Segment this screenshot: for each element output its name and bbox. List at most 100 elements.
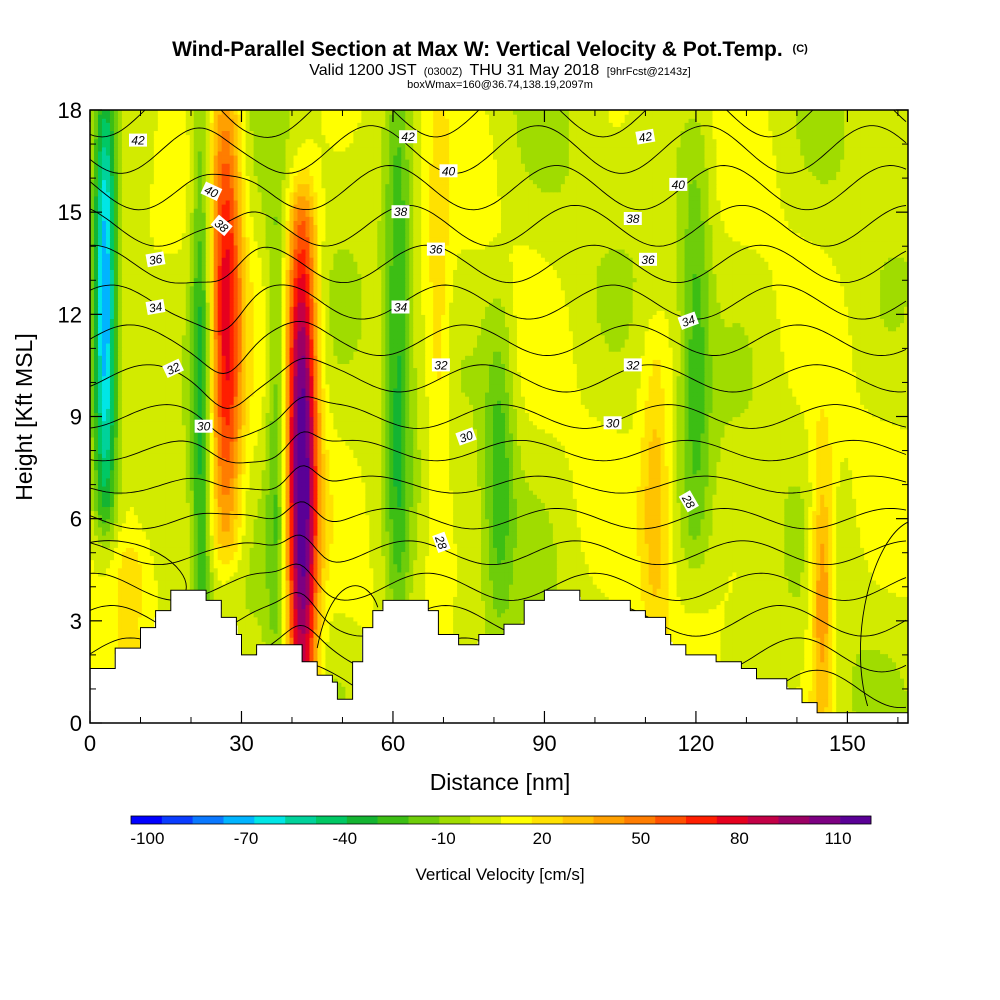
theta-label-text: 38	[394, 205, 408, 219]
theta-contour-line	[90, 110, 907, 138]
theta-contour-line	[90, 563, 907, 601]
chart-title: Wind-Parallel Section at Max W: Vertical…	[172, 38, 808, 61]
colorbar-swatch	[192, 816, 224, 824]
theta-contour-line	[90, 431, 907, 464]
theta-contour-line	[90, 534, 907, 566]
theta-label: 42	[399, 130, 418, 144]
theta-label: 32	[162, 358, 184, 379]
valid-utc: (0300Z)	[424, 66, 463, 78]
colorbar-label: 20	[533, 829, 552, 848]
x-tick-label: 0	[84, 731, 96, 756]
theta-contour-line	[90, 125, 907, 174]
y-tick-label: 12	[58, 302, 82, 327]
theta-label: 38	[391, 205, 410, 219]
theta-label-text: 30	[458, 428, 476, 446]
colorbar-swatch	[655, 816, 687, 824]
theta-label: 30	[194, 419, 213, 434]
colorbar-label: -40	[333, 829, 358, 848]
colorbar-swatch	[408, 816, 440, 824]
theta-label-text: 32	[626, 358, 640, 372]
colorbar-swatch	[161, 816, 193, 824]
theta-label: 40	[669, 177, 688, 192]
theta-label: 42	[635, 128, 656, 145]
colorbar-swatch	[501, 816, 533, 824]
y-axis-title: Height [Kft MSL]	[11, 333, 37, 500]
box-info: boxWmax=160@36.74,138.19,2097m	[407, 79, 593, 91]
colorbar-label: 80	[730, 829, 749, 848]
theta-label-text: 28	[678, 491, 697, 511]
theta-contour-line	[90, 165, 907, 211]
theta-label: 34	[677, 311, 699, 330]
theta-label-text: 34	[148, 299, 164, 315]
y-tick-label: 3	[70, 609, 82, 634]
colorbar-swatch	[809, 816, 841, 824]
theta-label-text: 40	[202, 183, 220, 201]
colorbar-swatch	[686, 816, 718, 824]
colorbar-swatch	[439, 816, 471, 824]
theta-label-text: 30	[606, 416, 620, 430]
x-tick-label: 30	[229, 731, 253, 756]
y-tick-label: 0	[70, 711, 82, 736]
colorbar-swatch	[285, 816, 317, 824]
theta-label-text: 42	[638, 129, 654, 145]
colorbar-frame	[130, 815, 872, 825]
theta-label-text: 36	[641, 253, 655, 267]
colorbar-label: 50	[631, 829, 650, 848]
theta-label-text: 38	[626, 212, 640, 226]
x-axis-title: Distance [nm]	[430, 769, 571, 795]
theta-label-text: 36	[429, 243, 443, 257]
forecast-info: [9hrFcst@2143z]	[607, 66, 691, 78]
chart-title-text: Wind-Parallel Section at Max W: Vertical…	[172, 38, 783, 61]
colorbar: -100 -70 -40 -10 20 50 80 110	[130, 815, 872, 848]
theta-label: 30	[455, 427, 477, 446]
colorbar-label: -10	[431, 829, 456, 848]
vertical-velocity-field	[90, 110, 908, 720]
x-tick-label: 150	[829, 731, 866, 756]
colorbar-label: -70	[234, 829, 259, 848]
valid-date: THU 31 May 2018	[469, 62, 599, 79]
theta-contour-line	[90, 320, 907, 374]
colorbar-swatch	[254, 816, 286, 824]
theta-label: 36	[145, 251, 166, 268]
colorbar-swatch	[131, 816, 163, 824]
colorbar-swatch	[778, 816, 810, 824]
colorbar-title: Vertical Velocity [cm/s]	[415, 865, 584, 884]
theta-label: 40	[439, 164, 458, 178]
theta-contour-line	[90, 396, 907, 439]
valid-time: Valid 1200 JST (0300Z) THU 31 May 2018 […	[309, 62, 690, 79]
theta-label: 32	[623, 358, 642, 372]
theta-contour-line	[90, 501, 907, 530]
theta-label: 34	[145, 299, 166, 316]
colorbar-swatch	[747, 816, 779, 824]
colorbar-label: 110	[825, 829, 852, 848]
theta-label-text: 28	[432, 533, 450, 552]
colorbar-swatch	[840, 816, 872, 824]
theta-contour-line	[90, 244, 907, 284]
theta-label-text: 30	[197, 420, 211, 434]
theta-label-text: 40	[442, 164, 456, 178]
theta-label: 28	[432, 531, 451, 554]
colorbar-label: -100	[130, 829, 164, 848]
theta-label-text: 42	[401, 130, 415, 144]
theta-label: 42	[129, 133, 147, 148]
theta-contour-line	[316, 585, 379, 649]
colorbar-swatch	[562, 816, 594, 824]
theta-contour-line	[90, 540, 187, 591]
theta-label: 38	[210, 214, 233, 237]
x-tick-label: 60	[381, 731, 405, 756]
colorbar-swatch	[624, 816, 656, 824]
theta-label-text: 32	[164, 359, 182, 377]
colorbar-swatch	[316, 816, 348, 824]
colorbar-swatch	[716, 816, 748, 824]
theta-label-text: 34	[680, 312, 698, 330]
theta-label: 36	[426, 242, 445, 257]
theta-label: 38	[623, 212, 642, 226]
theta-label-text: 34	[394, 301, 408, 315]
colorbar-swatch	[531, 816, 563, 824]
terrain-profile	[90, 589, 908, 723]
theta-contour-line	[90, 357, 907, 409]
y-tick-label: 6	[70, 507, 82, 532]
y-tick-label: 18	[58, 98, 82, 123]
